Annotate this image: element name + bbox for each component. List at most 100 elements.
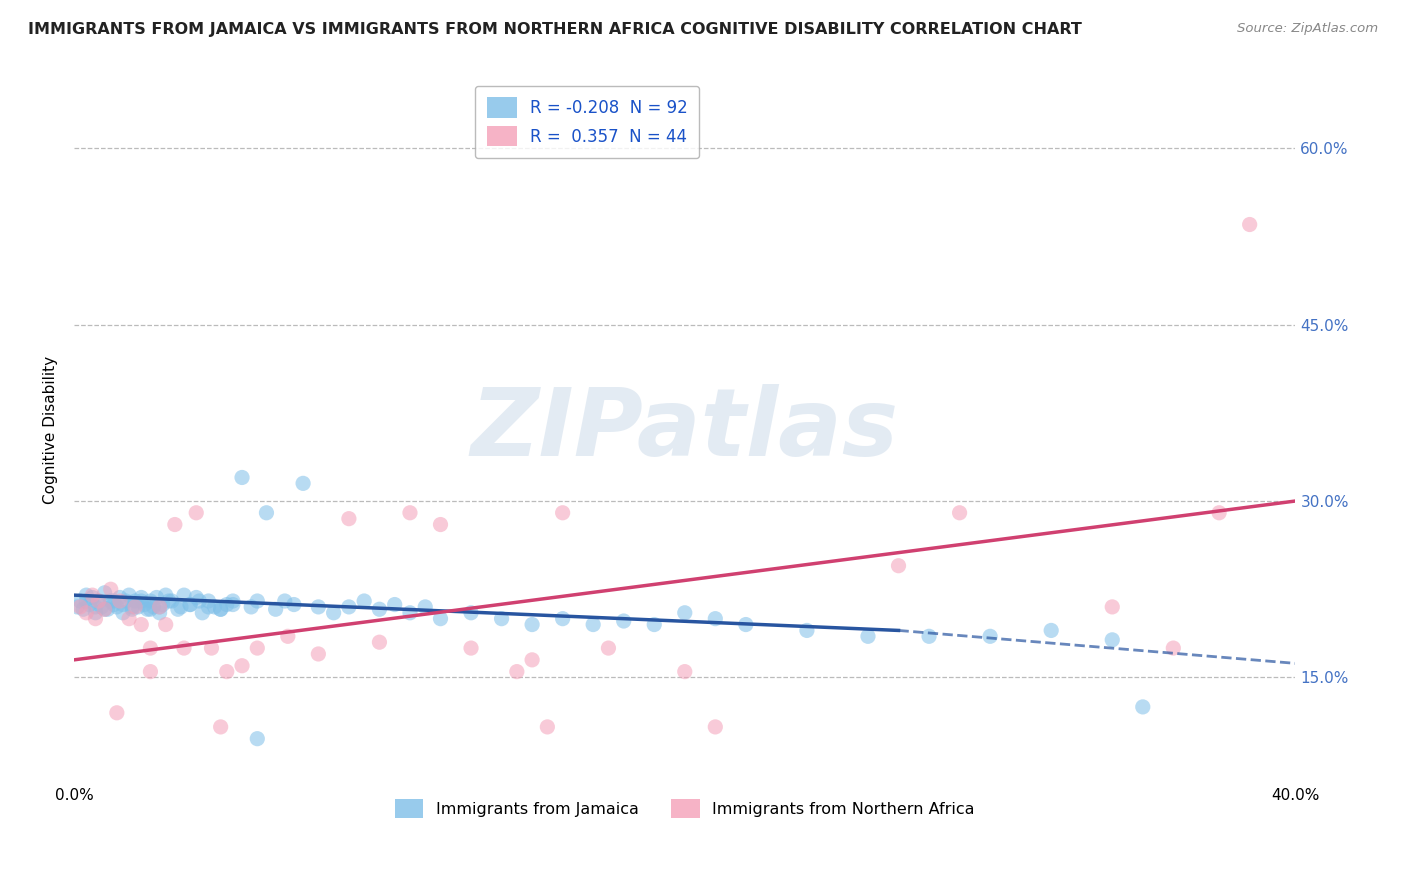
- Point: [149, 599, 172, 614]
- Point: [84, 612, 107, 626]
- Point: [127, 599, 149, 614]
- Point: [167, 602, 190, 616]
- Point: [142, 599, 165, 614]
- Point: [337, 599, 360, 614]
- Point: [204, 599, 226, 614]
- Point: [399, 606, 422, 620]
- Point: [90, 599, 112, 614]
- Point: [460, 606, 482, 620]
- Point: [188, 594, 211, 608]
- Point: [1208, 506, 1230, 520]
- Point: [429, 517, 451, 532]
- Point: [93, 586, 115, 600]
- Text: IMMIGRANTS FROM JAMAICA VS IMMIGRANTS FROM NORTHERN AFRICA COGNITIVE DISABILITY : IMMIGRANTS FROM JAMAICA VS IMMIGRANTS FR…: [28, 22, 1083, 37]
- Point: [93, 602, 115, 616]
- Point: [598, 641, 620, 656]
- Point: [75, 606, 97, 620]
- Point: [75, 588, 97, 602]
- Point: [918, 629, 941, 643]
- Point: [108, 591, 131, 605]
- Point: [139, 641, 162, 656]
- Point: [215, 665, 238, 679]
- Point: [129, 617, 152, 632]
- Point: [1132, 699, 1154, 714]
- Point: [105, 706, 128, 720]
- Point: [160, 594, 183, 608]
- Point: [283, 598, 305, 612]
- Point: [124, 594, 146, 608]
- Point: [121, 602, 143, 616]
- Point: [536, 720, 558, 734]
- Point: [136, 602, 159, 616]
- Point: [246, 731, 269, 746]
- Point: [384, 598, 406, 612]
- Point: [69, 594, 91, 608]
- Point: [111, 606, 134, 620]
- Point: [66, 599, 89, 614]
- Point: [209, 602, 232, 616]
- Point: [118, 612, 141, 626]
- Point: [108, 594, 131, 608]
- Point: [491, 612, 513, 626]
- Point: [274, 594, 297, 608]
- Point: [643, 617, 665, 632]
- Text: ZIPatlas: ZIPatlas: [471, 384, 898, 476]
- Point: [368, 602, 391, 616]
- Point: [139, 602, 162, 616]
- Point: [200, 641, 222, 656]
- Point: [1101, 632, 1123, 647]
- Point: [82, 588, 104, 602]
- Point: [75, 594, 97, 608]
- Point: [129, 591, 152, 605]
- Point: [124, 599, 146, 614]
- Point: [82, 591, 104, 605]
- Point: [734, 617, 756, 632]
- Point: [520, 617, 543, 632]
- Point: [100, 594, 122, 608]
- Point: [673, 606, 696, 620]
- Point: [84, 599, 107, 614]
- Point: [613, 614, 636, 628]
- Point: [887, 558, 910, 573]
- Point: [256, 506, 278, 520]
- Point: [103, 594, 125, 608]
- Point: [87, 594, 110, 608]
- Point: [460, 641, 482, 656]
- Point: [79, 598, 101, 612]
- Point: [84, 606, 107, 620]
- Point: [277, 629, 299, 643]
- Point: [179, 598, 201, 612]
- Text: Source: ZipAtlas.com: Source: ZipAtlas.com: [1237, 22, 1378, 36]
- Point: [121, 599, 143, 614]
- Point: [72, 602, 94, 616]
- Point: [222, 594, 245, 608]
- Point: [105, 599, 128, 614]
- Point: [399, 506, 422, 520]
- Point: [337, 511, 360, 525]
- Point: [246, 641, 269, 656]
- Point: [93, 602, 115, 616]
- Point: [231, 658, 253, 673]
- Point: [139, 665, 162, 679]
- Point: [139, 594, 162, 608]
- Point: [155, 588, 177, 602]
- Point: [551, 506, 574, 520]
- Point: [948, 506, 970, 520]
- Point: [186, 506, 208, 520]
- Point: [551, 612, 574, 626]
- Point: [134, 598, 156, 612]
- Point: [87, 594, 110, 608]
- Point: [1101, 599, 1123, 614]
- Point: [240, 599, 263, 614]
- Point: [222, 598, 245, 612]
- Point: [231, 470, 253, 484]
- Point: [103, 598, 125, 612]
- Point: [246, 594, 269, 608]
- Point: [186, 591, 208, 605]
- Point: [111, 598, 134, 612]
- Point: [215, 598, 238, 612]
- Point: [197, 594, 219, 608]
- Point: [173, 588, 195, 602]
- Point: [170, 599, 193, 614]
- Legend: Immigrants from Jamaica, Immigrants from Northern Africa: Immigrants from Jamaica, Immigrants from…: [388, 793, 981, 825]
